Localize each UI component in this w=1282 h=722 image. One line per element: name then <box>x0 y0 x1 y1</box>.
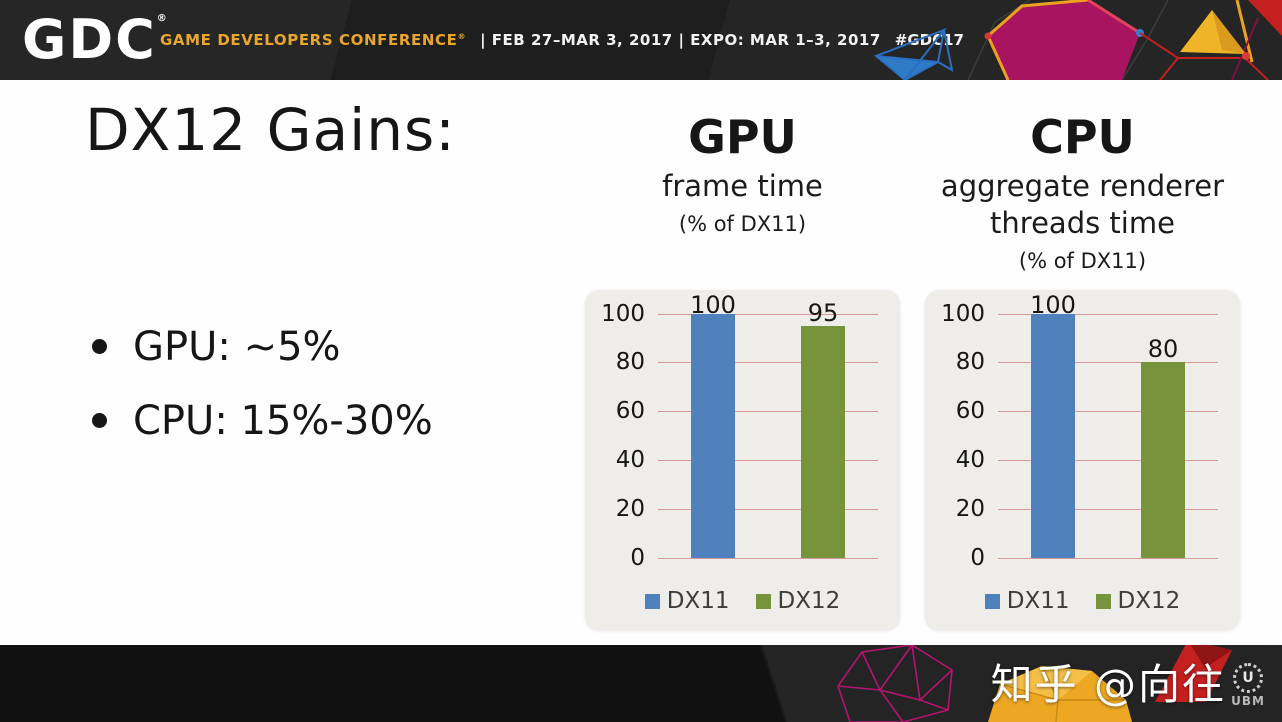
ubm-logo: U UBM <box>1226 663 1270 708</box>
red-ribbon-icon <box>1155 645 1232 702</box>
bar-dx11 <box>1031 313 1075 558</box>
watermark-text: 知乎 @向往 <box>990 660 1226 709</box>
bullet-item: CPU: 15%-30% <box>92 397 433 445</box>
legend-label: DX11 <box>666 588 730 614</box>
legend-label: DX12 <box>1117 588 1181 614</box>
gridline <box>998 509 1218 511</box>
legend-label: DX11 <box>1006 588 1070 614</box>
y-tick-label: 20 <box>955 496 985 523</box>
chart-unit-note: (% of DX11) <box>678 212 807 236</box>
legend-swatch <box>755 593 771 609</box>
gdc-logo-text: GDC <box>22 8 157 71</box>
chart-legend: DX11 DX12 <box>585 588 900 614</box>
bar-value-label: 80 <box>1147 335 1179 364</box>
legend-swatch <box>984 593 1000 609</box>
ubm-label: UBM <box>1231 694 1265 708</box>
chart-column-cpu: CPU aggregate renderer threads time (% o… <box>925 108 1240 630</box>
yellow-line <box>1235 0 1254 63</box>
gridline <box>658 460 878 462</box>
header-text-line: GAME DEVELOPERS CONFERENCE® | FEB 27–MAR… <box>160 0 964 80</box>
registered-mark: ® <box>457 32 467 41</box>
bar-dx12 <box>1141 362 1185 558</box>
gridline <box>998 362 1218 364</box>
gridline <box>998 313 1218 315</box>
legend-item: DX12 <box>755 588 841 614</box>
chart-header: CPU aggregate renderer threads time (% o… <box>925 108 1240 290</box>
corner-wedge-icon <box>1248 0 1282 36</box>
legend-item: DX12 <box>1095 588 1181 614</box>
chart-title: GPU <box>688 110 797 164</box>
gridline <box>658 313 878 315</box>
bullet-text: GPU: ~5% <box>133 324 341 370</box>
legend-item: DX11 <box>644 588 730 614</box>
y-tick-label: 80 <box>955 349 985 376</box>
y-tick-label: 40 <box>955 447 985 474</box>
chart-subtitle: aggregate renderer threads time <box>940 169 1225 240</box>
gpu-bar-chart: 0 20 40 60 80 100 100 95 DX11 DX12 <box>585 290 900 630</box>
bullet-text: CPU: 15%-30% <box>133 398 433 444</box>
legend-item: DX11 <box>984 588 1070 614</box>
bar-dx11 <box>691 313 735 558</box>
slide-body: DX12 Gains: GPU: ~5% CPU: 15%-30% GPU fr… <box>0 80 1282 645</box>
y-tick-label: 20 <box>615 496 645 523</box>
y-tick-label: 60 <box>955 398 985 425</box>
bar-value-label: 100 <box>1030 291 1076 319</box>
bar-value-label: 95 <box>807 298 839 327</box>
bar-dx12 <box>801 325 845 558</box>
yellow-triangle-icon <box>1180 10 1250 60</box>
magenta-wireframe-icon <box>837 645 953 722</box>
gridline <box>998 460 1218 462</box>
bar-value-label: 100 <box>690 291 736 319</box>
legend-swatch <box>1095 593 1111 609</box>
y-tick-label: 40 <box>615 447 645 474</box>
gridline <box>658 362 878 364</box>
chart-column-gpu: GPU frame time (% of DX11) 0 20 40 60 80 100 1… <box>585 108 900 630</box>
bullet-dot <box>92 339 107 354</box>
gridline <box>658 558 878 559</box>
chart-header: GPU frame time (% of DX11) <box>585 108 900 290</box>
dates-text: | FEB 27–MAR 3, 2017 | EXPO: MAR 1–3, 20… <box>480 31 881 49</box>
orange-gem-icon <box>988 665 1132 722</box>
gridline <box>658 509 878 511</box>
chart-unit-note: (% of DX11) <box>1018 249 1147 273</box>
y-tick-label: 80 <box>615 349 645 376</box>
bullet-list: GPU: ~5% CPU: 15%-30% <box>92 323 433 471</box>
page-title: DX12 Gains: <box>85 96 456 164</box>
chart-title: CPU <box>1030 110 1135 164</box>
y-tick-label: 60 <box>615 398 645 425</box>
ubm-circle-icon: U <box>1233 663 1263 693</box>
y-tick-label: 100 <box>601 300 645 327</box>
y-tick-label: 0 <box>630 545 645 571</box>
chart-legend: DX11 DX12 <box>925 588 1240 614</box>
octahedron-icon <box>874 27 954 80</box>
gridline <box>658 411 878 413</box>
magenta-line <box>1231 17 1259 80</box>
y-tick-label: 0 <box>970 545 985 571</box>
bullet-dot <box>92 413 107 428</box>
registered-mark: ® <box>156 13 169 24</box>
magenta-polygon-icon <box>984 0 1144 80</box>
gdc-logo: GDC® <box>22 4 169 76</box>
cpu-bar-chart: 0 20 40 60 80 100 100 80 DX11 DX12 <box>925 290 1240 630</box>
conference-label: GAME DEVELOPERS CONFERENCE® <box>160 31 467 49</box>
y-tick-label: 100 <box>941 300 985 327</box>
legend-swatch <box>644 593 660 609</box>
header-decoration <box>874 0 1282 80</box>
footer-bar: 知乎 @向往 U UBM <box>0 645 1282 722</box>
chart-subtitle: frame time <box>662 169 823 203</box>
gridline <box>998 558 1218 559</box>
footer-decoration <box>837 645 1232 722</box>
header-bar: GDC® GAME DEVELOPERS CONFERENCE® | FEB 2… <box>0 0 1282 80</box>
bullet-item: GPU: ~5% <box>92 323 433 371</box>
gridline <box>998 411 1218 413</box>
red-connector-lines <box>1139 32 1269 80</box>
legend-label: DX12 <box>777 588 841 614</box>
